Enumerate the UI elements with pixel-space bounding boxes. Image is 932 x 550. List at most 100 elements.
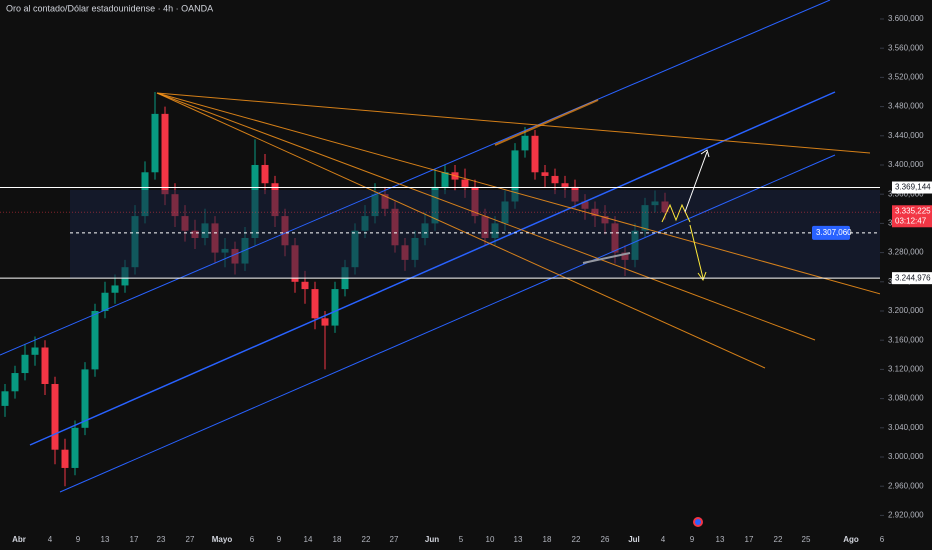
x-tick-label: 22 — [362, 535, 371, 544]
candle-body — [101, 292, 109, 311]
candle-body — [81, 369, 89, 428]
x-tick-label: Jun — [425, 535, 439, 544]
x-tick-label: 6 — [880, 535, 885, 544]
x-tick-label: 9 — [76, 535, 81, 544]
y-tick-label: 3.080,000 — [888, 394, 924, 403]
price-tag — [892, 205, 932, 228]
y-tick-label: 3.280,000 — [888, 248, 924, 257]
candle-body — [61, 449, 69, 468]
price-label: 3.335,225 — [895, 206, 931, 215]
projection — [661, 203, 691, 223]
candle-body — [301, 281, 309, 290]
trend-line — [156, 92, 896, 299]
x-tick-label: 6 — [250, 535, 255, 544]
candle-body — [261, 164, 269, 184]
candle-body — [31, 347, 39, 355]
x-tick-label: 5 — [459, 535, 464, 544]
x-tick-label: 4 — [661, 535, 666, 544]
y-tick-label: 3.160,000 — [888, 335, 924, 344]
x-tick-label: 22 — [572, 535, 581, 544]
x-tick-label: 13 — [101, 535, 110, 544]
x-tick-label: Mayo — [212, 535, 233, 544]
y-tick-label: 3.520,000 — [888, 72, 924, 81]
x-tick-label: 13 — [716, 535, 725, 544]
level-label: 3.244,976 — [895, 273, 931, 282]
x-tick-label: Ago — [843, 535, 859, 544]
x-tick-label: 9 — [690, 535, 695, 544]
y-tick-label: 3.360,000 — [888, 189, 924, 198]
candle-body — [561, 183, 569, 187]
candle-body — [311, 289, 319, 319]
range-box — [70, 190, 880, 278]
chart-title: Oro al contado/Dólar estadounidense · 4h… — [6, 3, 213, 13]
level-tag — [892, 181, 932, 194]
trend-line — [582, 252, 631, 264]
channel-line — [29, 91, 836, 446]
x-tick-label: 4 — [48, 535, 53, 544]
candle-body — [441, 172, 449, 187]
candle-body — [91, 310, 99, 370]
y-tick-label: 3.040,000 — [888, 423, 924, 432]
candle-body — [551, 175, 559, 184]
target-tag — [812, 225, 850, 240]
trend-line — [156, 92, 766, 369]
x-tick-label: 18 — [543, 535, 552, 544]
arrow-down — [689, 224, 704, 279]
candle-body — [541, 172, 549, 176]
candle-body — [531, 135, 539, 173]
y-tick-label: 2.920,000 — [888, 511, 924, 520]
candle-body — [41, 347, 49, 384]
level-label: 3.369,144 — [895, 183, 931, 192]
candle-body — [111, 285, 119, 293]
candle-body — [321, 318, 329, 326]
drawings — [0, 0, 896, 527]
y-tick-label: 2.960,000 — [888, 481, 924, 490]
x-tick-label: 22 — [774, 535, 783, 544]
x-tick-label: 9 — [277, 535, 282, 544]
x-tick-label: 14 — [304, 535, 313, 544]
y-tick-label: 3.600,000 — [888, 14, 924, 23]
candle-body — [1, 391, 9, 406]
arrow-head — [697, 271, 707, 282]
x-tick-label: 23 — [157, 535, 166, 544]
y-tick-label: 3.200,000 — [888, 306, 924, 315]
candle-body — [21, 354, 29, 374]
x-tick-label: 18 — [333, 535, 342, 544]
y-tick-label: 3.480,000 — [888, 102, 924, 111]
x-tick-label: 25 — [802, 535, 811, 544]
trend-line — [494, 99, 599, 146]
y-tick-label: 3.440,000 — [888, 131, 924, 140]
x-tick-label: 10 — [486, 535, 495, 544]
candle-body — [331, 289, 339, 326]
x-tick-label: 27 — [390, 535, 399, 544]
x-tick-label: Abr — [12, 535, 26, 544]
x-tick-label: 26 — [601, 535, 610, 544]
arrow-head — [700, 149, 710, 158]
x-tick-label: 13 — [514, 535, 523, 544]
candle-body — [461, 179, 469, 187]
candle-body — [151, 113, 159, 173]
y-tick-label: 3.120,000 — [888, 365, 924, 374]
y-tick-label: 3.000,000 — [888, 452, 924, 461]
target-label: 3.307,060 — [816, 228, 852, 237]
y-tick-label: 3.560,000 — [888, 43, 924, 52]
event-icon — [695, 519, 701, 525]
countdown: 03:12:47 — [895, 216, 927, 225]
level-tag — [892, 272, 932, 285]
candle-body — [161, 113, 169, 195]
trend-line — [156, 92, 816, 341]
x-tick-label: 17 — [745, 535, 754, 544]
candle-body — [11, 373, 19, 392]
candle-body — [511, 150, 519, 202]
channel-line — [0, 0, 831, 356]
candle-body — [521, 135, 529, 151]
y-tick-label: 3.400,000 — [888, 160, 924, 169]
x-tick-label: 17 — [130, 535, 139, 544]
candle-body — [51, 383, 59, 450]
candle-body — [71, 427, 79, 468]
arrow-up — [684, 151, 708, 213]
x-tick-label: 27 — [186, 535, 195, 544]
channel-line — [59, 154, 836, 493]
trend-line — [156, 92, 871, 154]
